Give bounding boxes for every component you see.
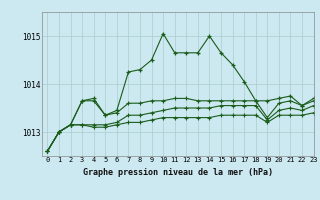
X-axis label: Graphe pression niveau de la mer (hPa): Graphe pression niveau de la mer (hPa) [83, 168, 273, 177]
